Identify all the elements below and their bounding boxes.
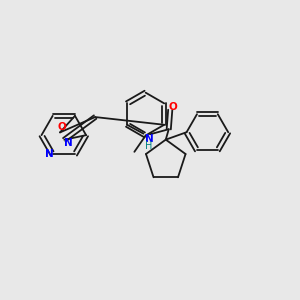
Text: N: N (145, 134, 154, 144)
Text: N: N (45, 149, 54, 159)
Text: H: H (145, 141, 152, 151)
Text: O: O (57, 122, 66, 132)
Text: O: O (168, 102, 177, 112)
Text: N: N (64, 138, 73, 148)
